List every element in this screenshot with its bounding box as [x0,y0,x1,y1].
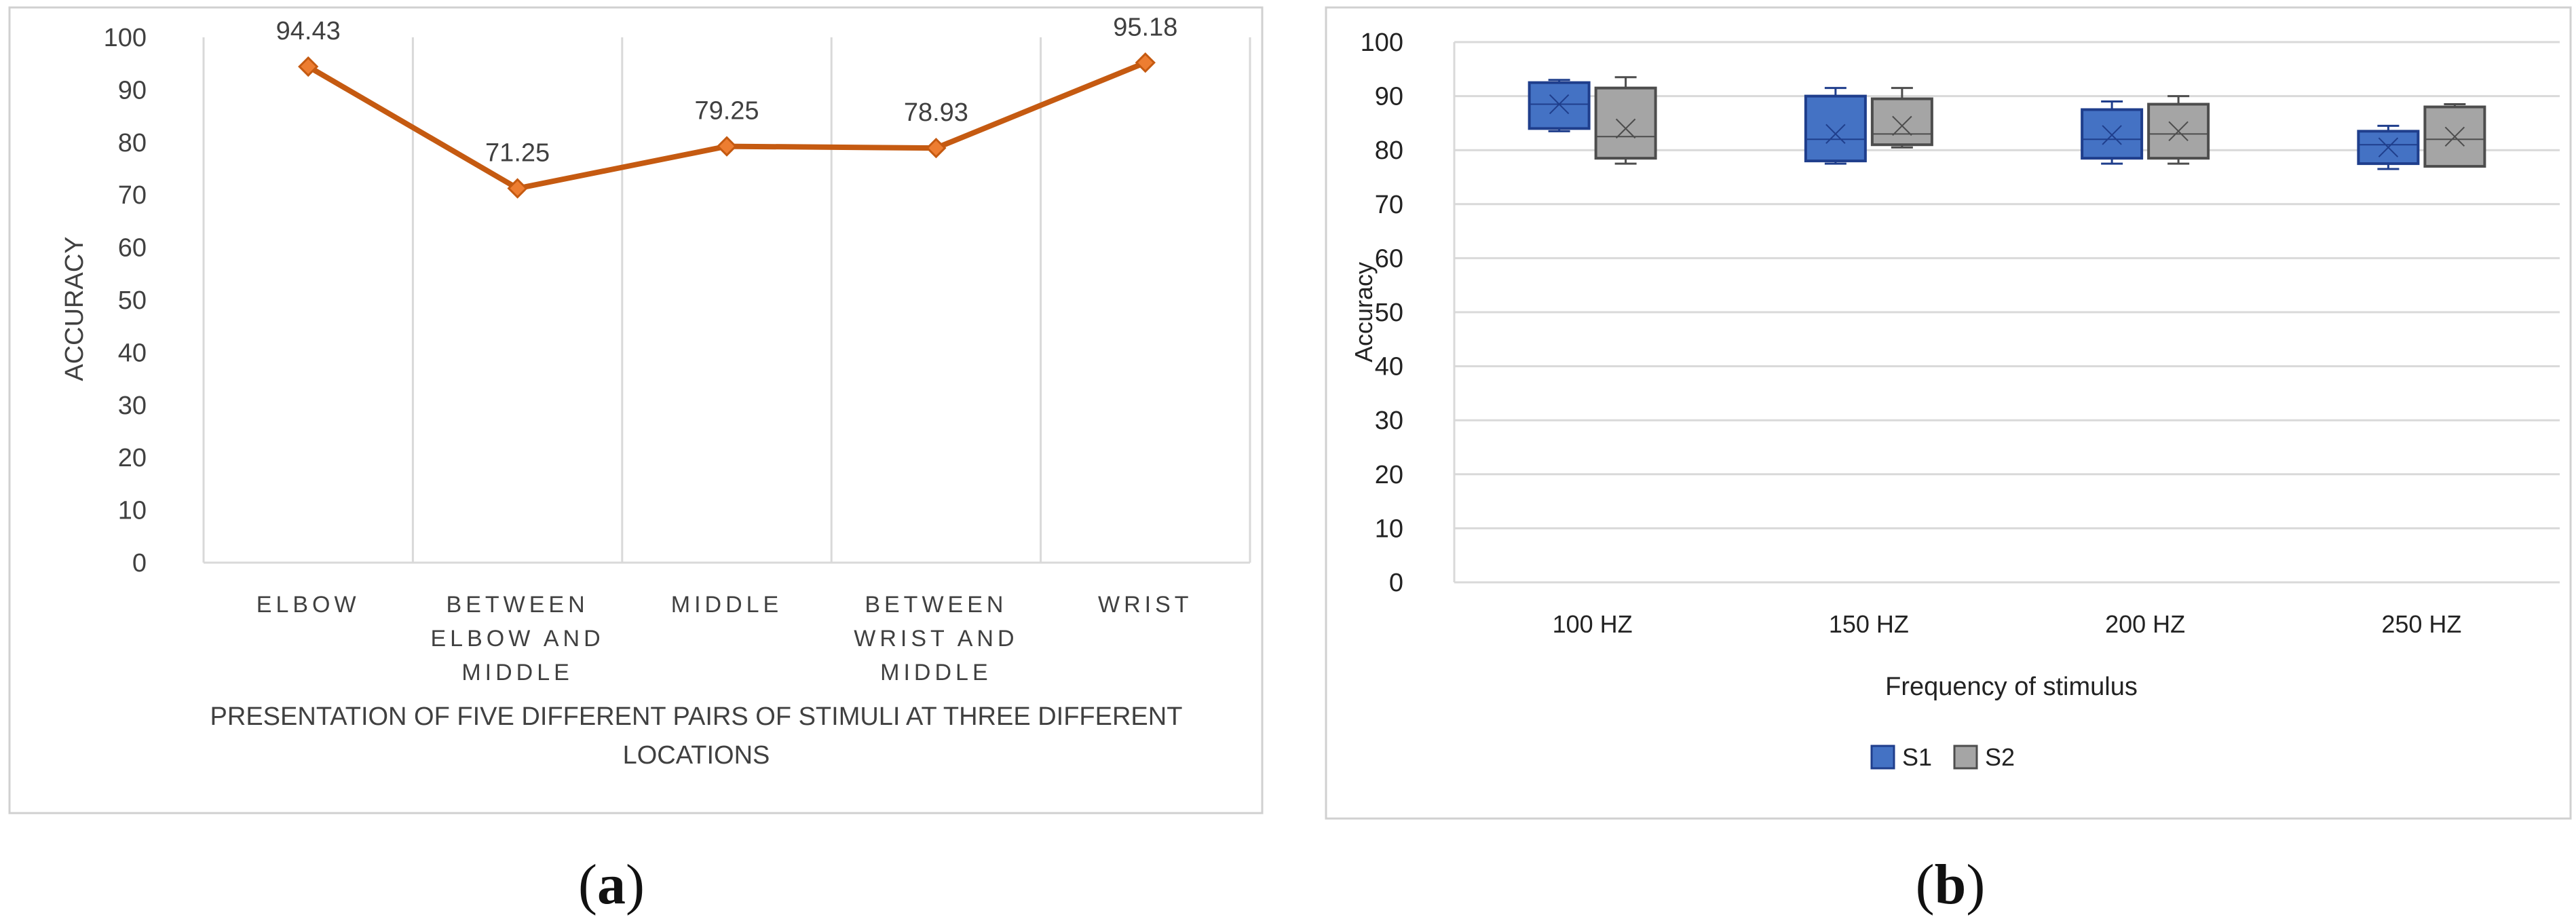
chart-a-ylabel: ACCURACY [60,236,89,381]
chart-b-s1-mean-marker [2102,125,2122,145]
accuracy-line-chart: 0 10 20 30 40 50 60 70 80 90 100 ELBOW BETWEEN ELBOW… [8,6,1264,814]
chart-a-category-label: ELBOW [257,592,360,618]
chart-b-s1-box [1528,81,1591,130]
chart-b-category-label: 150 HZ [1829,610,1909,638]
chart-a-ytick-label: 70 [118,181,147,210]
chart-b-ytick-label: 90 [1375,83,1403,111]
chart-a-category-label: MIDDLE [461,660,573,685]
chart-a-ytick-label: 10 [118,497,147,525]
chart-b-s1-box [2081,108,2144,160]
chart-b-ytick-label: 0 [1389,569,1403,597]
chart-b-ytick-label: 60 [1375,244,1403,273]
chart-a-data-label: 94.43 [276,17,341,45]
accuracy-box-chart: 0 10 20 30 40 50 60 70 80 90 100 100 HZ 150 HZ 200 H… [1325,6,2572,820]
chart-a-category-label: ELBOW AND [431,626,605,652]
chart-a-ytick-label: 0 [132,549,147,578]
chart-b-category-label: 100 HZ [1553,610,1633,638]
chart-b-s1-mean-marker [1549,94,1570,115]
chart-b-ytick-label: 30 [1375,407,1403,435]
chart-b-s2-mean-marker [2168,121,2189,142]
chart-a-point-marker [716,136,738,157]
chart-a-point-marker [1135,52,1156,73]
chart-a-point-marker [298,56,319,77]
chart-b-s2-mean-marker [1892,115,1912,136]
chart-b-ytick-label: 50 [1375,299,1403,327]
chart-a-data-label: 71.25 [485,139,550,168]
chart-a-category-label: MIDDLE [880,660,991,685]
panel-label-a: (a) [578,853,645,916]
chart-a-ytick-label: 20 [118,444,147,472]
chart-a-data-label: 95.18 [1113,13,1177,41]
chart-b-s2-mean-marker [2444,126,2465,147]
chart-b-xlabel: Frequency of stimulus [1885,673,2138,701]
chart-b-s1-mean-marker [2378,137,2399,157]
chart-a-xlabel-line2: LOCATIONS [623,741,770,770]
chart-b-ytick-label: 20 [1375,461,1403,489]
chart-b-ytick-label: 80 [1375,136,1403,165]
chart-b-category-label: 200 HZ [2105,610,2185,638]
chart-a-point-marker [507,178,528,199]
chart-b-ytick-label: 10 [1375,514,1403,543]
chart-a-data-label: 78.93 [904,98,968,127]
chart-b-ytick-label: 100 [1361,29,1403,57]
chart-a-ytick-label: 90 [118,76,147,105]
chart-b-legend: S1 S2 [1870,743,2015,771]
chart-a-ytick-label: 100 [104,24,147,52]
chart-b-s2-mean-marker [1615,118,1636,139]
chart-a-point-marker [926,137,947,159]
chart-a-ytick-label: 40 [118,339,147,367]
legend-s2-label: S2 [1985,743,2015,771]
legend-s1-swatch [1870,745,1895,770]
chart-b-ytick-label: 40 [1375,353,1403,381]
chart-b-s1-box [1804,94,1867,163]
chart-b-category-label: 250 HZ [2381,610,2461,638]
chart-a-data-label: 79.25 [694,97,759,126]
chart-b-s2-box [2147,102,2210,160]
legend-s1-label: S1 [1902,743,1932,771]
chart-a-category-label: WRIST [1098,592,1193,618]
chart-a-category-label: MIDDLE [671,592,782,618]
chart-a-ytick-label: 80 [118,129,147,157]
chart-a-xlabel-line1: PRESENTATION OF FIVE DIFFERENT PAIRS OF … [210,702,1183,731]
chart-b-s2-box [2423,105,2486,168]
chart-b-s2-box [1870,97,1933,147]
chart-a-category-label: BETWEEN [865,592,1007,618]
chart-b-ytick-label: 70 [1375,191,1403,219]
chart-b-s2-box [1594,86,1657,160]
chart-a-ytick-label: 50 [118,286,147,315]
chart-a-border [8,6,1264,814]
panel-label-b: (b) [1915,853,1986,916]
legend-s2-swatch [1953,745,1978,770]
chart-a-ytick-label: 30 [118,392,147,420]
chart-a-ytick-label: 60 [118,234,147,263]
chart-b-ylabel: Accuracy [1350,262,1378,362]
chart-b-s1-mean-marker [1825,124,1846,145]
chart-a-category-label: WRIST AND [854,626,1018,652]
chart-a-category-label: BETWEEN [447,592,589,618]
